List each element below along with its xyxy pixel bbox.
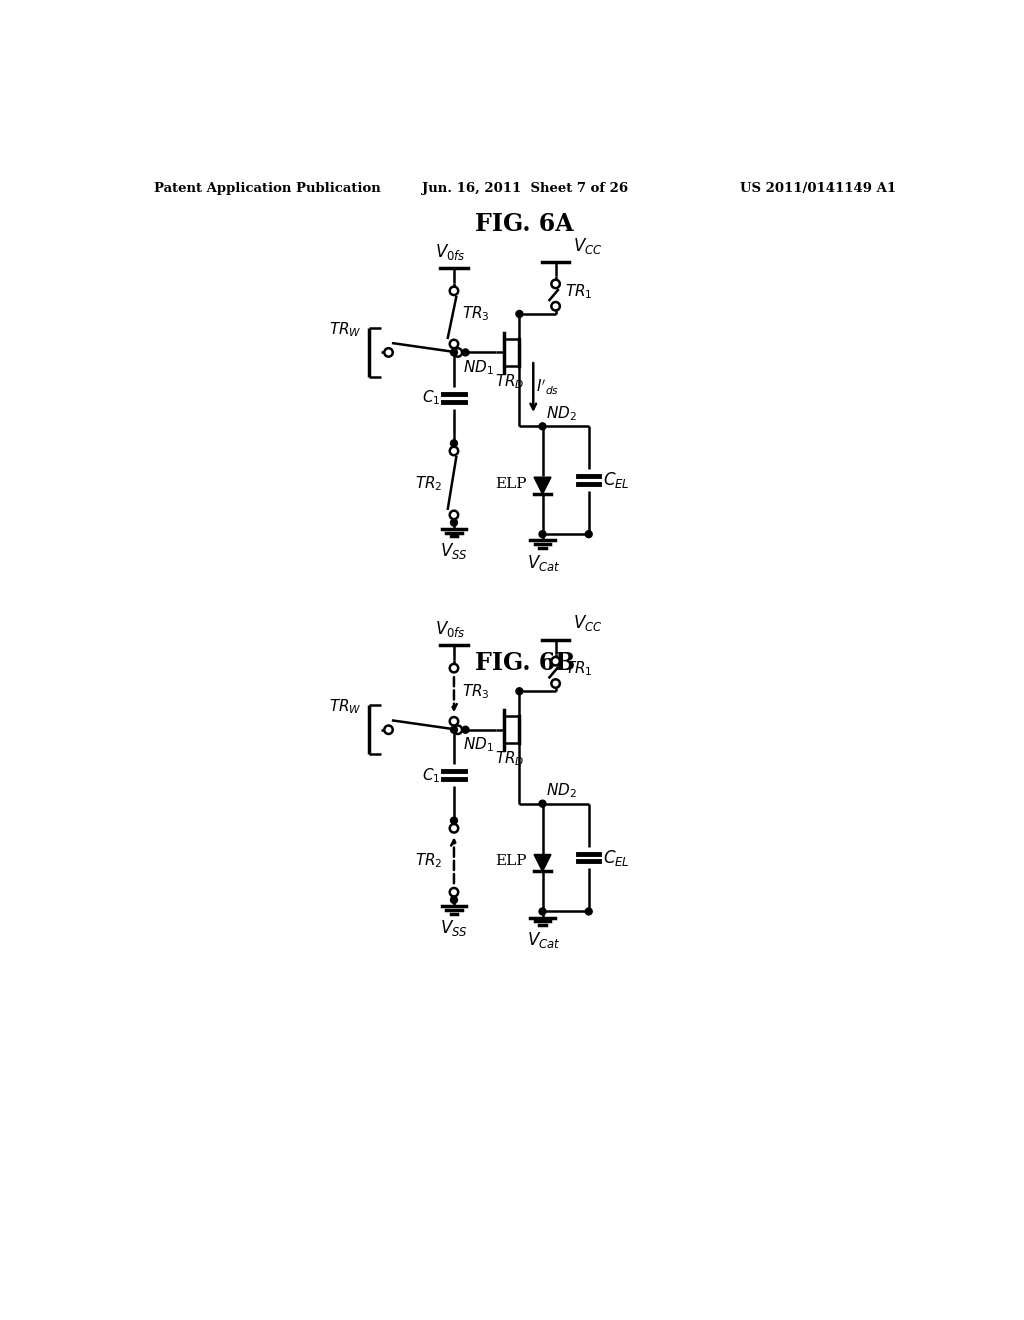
Text: $V_{0fs}$: $V_{0fs}$ (435, 619, 466, 639)
Text: $C_1$: $C_1$ (422, 388, 440, 408)
Circle shape (450, 824, 458, 833)
Text: US 2011/0141149 A1: US 2011/0141149 A1 (739, 182, 896, 194)
Text: $TR_3$: $TR_3$ (462, 305, 489, 323)
Text: $ND_1$: $ND_1$ (463, 358, 494, 376)
Circle shape (451, 440, 458, 446)
Text: FIG. 6A: FIG. 6A (475, 213, 574, 236)
Text: $V_{SS}$: $V_{SS}$ (440, 919, 468, 939)
Text: $V_{CC}$: $V_{CC}$ (572, 614, 602, 634)
Circle shape (539, 908, 546, 915)
Text: $TR_D$: $TR_D$ (495, 750, 524, 768)
Text: $V_{0fs}$: $V_{0fs}$ (435, 242, 466, 261)
Text: $V_{SS}$: $V_{SS}$ (440, 541, 468, 561)
Circle shape (551, 657, 560, 665)
Text: $TR_2$: $TR_2$ (415, 474, 442, 494)
Text: Patent Application Publication: Patent Application Publication (154, 182, 380, 194)
Circle shape (450, 717, 458, 726)
Circle shape (450, 664, 458, 672)
Text: $TR_1$: $TR_1$ (565, 659, 593, 678)
Circle shape (462, 348, 469, 356)
Text: $V_{Cat}$: $V_{Cat}$ (527, 929, 561, 950)
Text: $TR_W$: $TR_W$ (329, 697, 361, 715)
Text: $TR_1$: $TR_1$ (565, 282, 593, 301)
Circle shape (451, 726, 458, 733)
Text: $ND_1$: $ND_1$ (463, 735, 494, 754)
Text: $C_1$: $C_1$ (422, 766, 440, 784)
Circle shape (450, 888, 458, 896)
Circle shape (451, 348, 458, 356)
Circle shape (516, 310, 523, 317)
Circle shape (451, 896, 458, 903)
Polygon shape (535, 854, 551, 871)
Circle shape (451, 519, 458, 527)
Text: $TR_2$: $TR_2$ (415, 851, 442, 870)
Circle shape (454, 726, 462, 734)
Circle shape (586, 531, 592, 537)
Text: $V_{Cat}$: $V_{Cat}$ (527, 553, 561, 573)
Circle shape (551, 680, 560, 688)
Circle shape (551, 280, 560, 288)
Circle shape (539, 531, 546, 537)
Circle shape (450, 286, 458, 296)
Text: $TR_W$: $TR_W$ (329, 319, 361, 339)
Circle shape (539, 422, 546, 430)
Text: FIG. 6B: FIG. 6B (475, 651, 574, 676)
Text: ELP: ELP (496, 854, 527, 869)
Circle shape (450, 446, 458, 455)
Text: $ND_2$: $ND_2$ (547, 404, 578, 422)
Text: $C_{EL}$: $C_{EL}$ (602, 470, 630, 490)
Circle shape (450, 339, 458, 348)
Text: $C_{EL}$: $C_{EL}$ (602, 847, 630, 867)
Text: $TR_3$: $TR_3$ (462, 682, 489, 701)
Circle shape (586, 908, 592, 915)
Polygon shape (535, 478, 551, 494)
Circle shape (384, 348, 393, 356)
Text: $I'_{ds}$: $I'_{ds}$ (537, 378, 560, 397)
Text: $TR_D$: $TR_D$ (495, 372, 524, 391)
Text: $ND_2$: $ND_2$ (547, 781, 578, 800)
Text: Jun. 16, 2011  Sheet 7 of 26: Jun. 16, 2011 Sheet 7 of 26 (422, 182, 628, 194)
Circle shape (384, 726, 393, 734)
Circle shape (451, 817, 458, 824)
Circle shape (516, 688, 523, 694)
Circle shape (539, 800, 546, 807)
Circle shape (551, 302, 560, 310)
Circle shape (454, 348, 462, 356)
Circle shape (450, 511, 458, 519)
Circle shape (462, 726, 469, 733)
Text: $V_{CC}$: $V_{CC}$ (572, 236, 602, 256)
Text: ELP: ELP (496, 477, 527, 491)
